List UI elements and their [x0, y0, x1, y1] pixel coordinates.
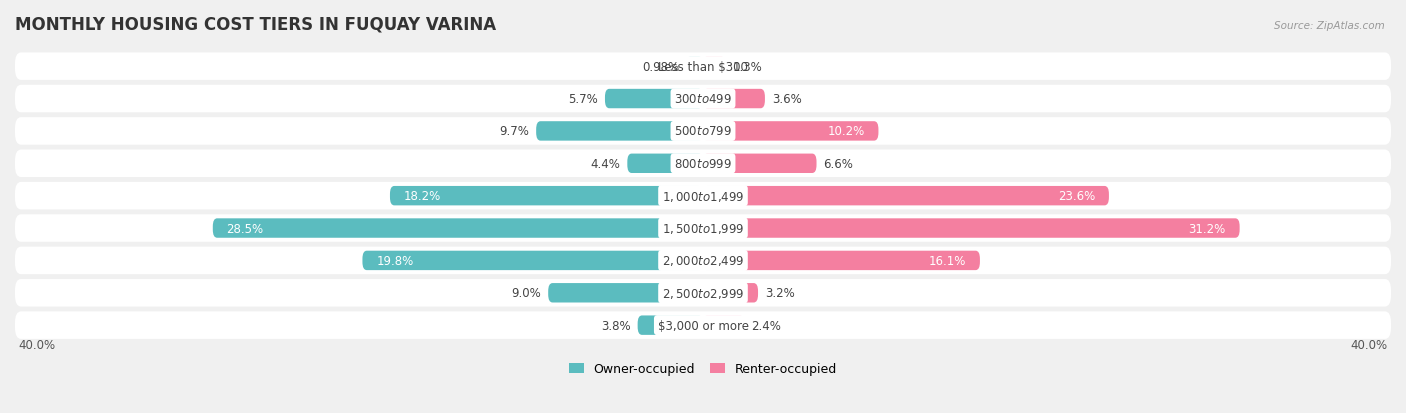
Text: MONTHLY HOUSING COST TIERS IN FUQUAY VARINA: MONTHLY HOUSING COST TIERS IN FUQUAY VAR…	[15, 15, 496, 33]
Text: 1.3%: 1.3%	[733, 61, 762, 74]
FancyBboxPatch shape	[548, 283, 703, 303]
FancyBboxPatch shape	[389, 187, 703, 206]
Text: 3.6%: 3.6%	[772, 93, 801, 106]
Text: $1,000 to $1,499: $1,000 to $1,499	[662, 189, 744, 203]
Text: 18.2%: 18.2%	[404, 190, 441, 203]
Text: 40.0%: 40.0%	[1350, 338, 1388, 351]
Text: 2.4%: 2.4%	[751, 319, 782, 332]
Text: $3,000 or more: $3,000 or more	[658, 319, 748, 332]
FancyBboxPatch shape	[703, 187, 1109, 206]
Text: 40.0%: 40.0%	[18, 338, 56, 351]
FancyBboxPatch shape	[703, 154, 817, 173]
FancyBboxPatch shape	[363, 251, 703, 271]
FancyBboxPatch shape	[15, 183, 1391, 210]
Text: $2,000 to $2,499: $2,000 to $2,499	[662, 254, 744, 268]
Text: 6.6%: 6.6%	[824, 157, 853, 171]
Text: 0.98%: 0.98%	[643, 61, 679, 74]
FancyBboxPatch shape	[686, 57, 703, 77]
Text: $1,500 to $1,999: $1,500 to $1,999	[662, 221, 744, 235]
Text: 5.7%: 5.7%	[568, 93, 598, 106]
FancyBboxPatch shape	[15, 215, 1391, 242]
FancyBboxPatch shape	[15, 279, 1391, 307]
Text: 23.6%: 23.6%	[1057, 190, 1095, 203]
FancyBboxPatch shape	[703, 122, 879, 141]
Text: 4.4%: 4.4%	[591, 157, 620, 171]
FancyBboxPatch shape	[605, 90, 703, 109]
Text: 3.2%: 3.2%	[765, 287, 794, 299]
Text: 28.5%: 28.5%	[226, 222, 264, 235]
FancyBboxPatch shape	[627, 154, 703, 173]
FancyBboxPatch shape	[703, 219, 1240, 238]
Text: $500 to $799: $500 to $799	[673, 125, 733, 138]
FancyBboxPatch shape	[15, 312, 1391, 339]
Text: $800 to $999: $800 to $999	[673, 157, 733, 171]
FancyBboxPatch shape	[703, 283, 758, 303]
FancyBboxPatch shape	[703, 316, 744, 335]
FancyBboxPatch shape	[703, 57, 725, 77]
FancyBboxPatch shape	[15, 247, 1391, 275]
FancyBboxPatch shape	[703, 90, 765, 109]
Text: 19.8%: 19.8%	[377, 254, 413, 267]
Text: 31.2%: 31.2%	[1188, 222, 1226, 235]
FancyBboxPatch shape	[212, 219, 703, 238]
FancyBboxPatch shape	[15, 118, 1391, 145]
FancyBboxPatch shape	[15, 150, 1391, 178]
Text: 16.1%: 16.1%	[929, 254, 966, 267]
Text: 3.8%: 3.8%	[602, 319, 631, 332]
Legend: Owner-occupied, Renter-occupied: Owner-occupied, Renter-occupied	[564, 357, 842, 380]
FancyBboxPatch shape	[15, 53, 1391, 81]
Text: Source: ZipAtlas.com: Source: ZipAtlas.com	[1274, 21, 1385, 31]
FancyBboxPatch shape	[703, 251, 980, 271]
Text: 9.0%: 9.0%	[512, 287, 541, 299]
Text: 9.7%: 9.7%	[499, 125, 529, 138]
FancyBboxPatch shape	[638, 316, 703, 335]
FancyBboxPatch shape	[15, 85, 1391, 113]
Text: Less than $300: Less than $300	[658, 61, 748, 74]
Text: $2,500 to $2,999: $2,500 to $2,999	[662, 286, 744, 300]
Text: 10.2%: 10.2%	[827, 125, 865, 138]
Text: $300 to $499: $300 to $499	[673, 93, 733, 106]
FancyBboxPatch shape	[536, 122, 703, 141]
